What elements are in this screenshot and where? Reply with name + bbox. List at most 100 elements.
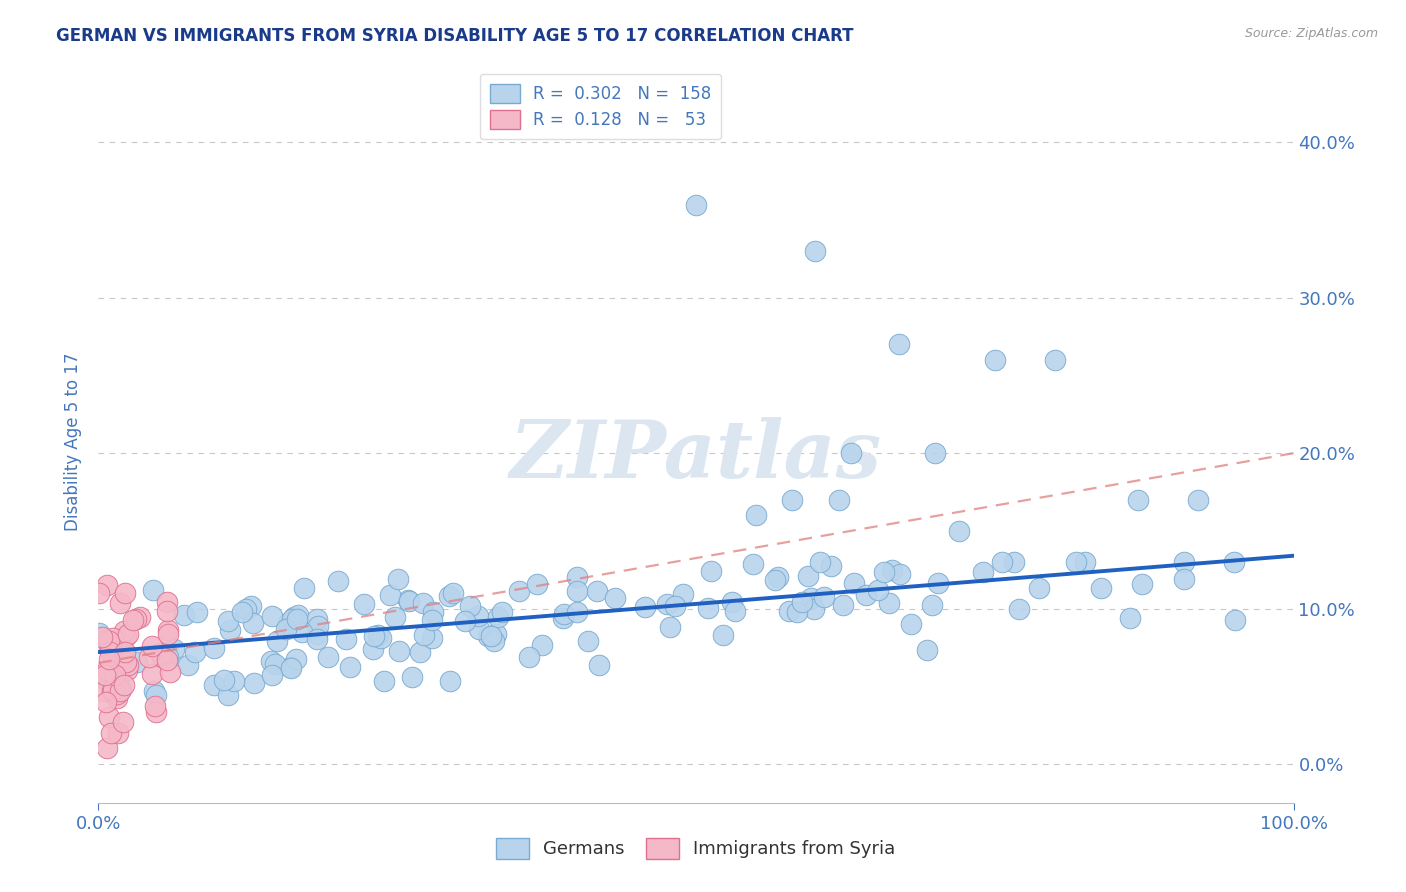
Point [685, 197, 707, 211]
Point [145, 706, 167, 720]
Point [1128, 492, 1150, 507]
Point [307, 612, 329, 626]
Point [576, 633, 599, 648]
Point [664, 599, 686, 614]
Point [202, 678, 225, 692]
Point [477, 628, 499, 642]
Point [467, 609, 489, 624]
Point [96, 663, 118, 677]
Point [277, 615, 299, 630]
Point [927, 575, 949, 590]
Point [1173, 572, 1195, 586]
Point [117, 627, 139, 641]
Point [877, 596, 900, 610]
Point [370, 631, 392, 645]
Point [326, 574, 349, 588]
Point [723, 603, 745, 617]
Point [659, 620, 682, 634]
Point [491, 605, 513, 619]
Point [186, 605, 208, 619]
Point [143, 699, 166, 714]
Point [307, 627, 329, 641]
Point [786, 605, 808, 619]
Point [378, 587, 401, 601]
Point [104, 668, 127, 682]
Point [90, 630, 112, 644]
Point [367, 628, 389, 642]
Point [156, 653, 179, 667]
Point [900, 617, 922, 632]
Point [96, 632, 118, 647]
Point [565, 583, 588, 598]
Point [792, 595, 814, 609]
Point [778, 604, 800, 618]
Point [485, 627, 508, 641]
Point [800, 591, 823, 606]
Point [1002, 555, 1025, 569]
Point [855, 588, 877, 602]
Point [873, 565, 896, 579]
Point [437, 590, 460, 604]
Point [129, 609, 152, 624]
Point [1043, 353, 1066, 368]
Point [384, 610, 406, 624]
Point [915, 642, 938, 657]
Point [305, 632, 328, 647]
Point [454, 615, 477, 629]
Point [1118, 611, 1140, 625]
Point [696, 600, 718, 615]
Point [103, 683, 125, 698]
Point [398, 594, 420, 608]
Point [114, 586, 136, 600]
Point [844, 576, 866, 591]
Point [217, 614, 239, 628]
Point [530, 639, 553, 653]
Point [94, 695, 117, 709]
Point [141, 639, 163, 653]
Point [142, 582, 165, 597]
Y-axis label: Disability Age 5 to 17: Disability Age 5 to 17 [63, 352, 82, 531]
Point [281, 612, 304, 626]
Point [125, 612, 148, 626]
Point [141, 667, 163, 681]
Point [413, 628, 436, 642]
Point [143, 683, 166, 698]
Legend: Germans, Immigrants from Syria: Germans, Immigrants from Syria [489, 830, 903, 866]
Point [100, 726, 122, 740]
Point [335, 632, 357, 647]
Point [93, 684, 115, 698]
Point [841, 446, 863, 460]
Point [212, 673, 235, 687]
Point [280, 659, 302, 673]
Point [567, 570, 589, 584]
Point [235, 602, 257, 616]
Point [243, 676, 266, 690]
Point [98, 645, 121, 659]
Point [97, 710, 120, 724]
Point [291, 624, 314, 639]
Point [115, 655, 138, 669]
Point [479, 630, 502, 644]
Point [1173, 555, 1195, 569]
Point [745, 508, 768, 523]
Point [100, 640, 122, 654]
Point [117, 657, 139, 672]
Point [972, 565, 994, 579]
Point [388, 643, 411, 657]
Point [145, 688, 167, 702]
Point [991, 555, 1014, 569]
Point [97, 652, 120, 666]
Point [159, 665, 181, 679]
Point [260, 668, 283, 682]
Point [948, 524, 970, 538]
Point [156, 649, 179, 664]
Point [138, 649, 160, 664]
Point [700, 564, 723, 578]
Point [439, 674, 461, 689]
Text: Source: ZipAtlas.com: Source: ZipAtlas.com [1244, 27, 1378, 40]
Point [409, 645, 432, 659]
Point [634, 600, 657, 615]
Point [242, 616, 264, 631]
Point [87, 626, 110, 640]
Point [1008, 601, 1031, 615]
